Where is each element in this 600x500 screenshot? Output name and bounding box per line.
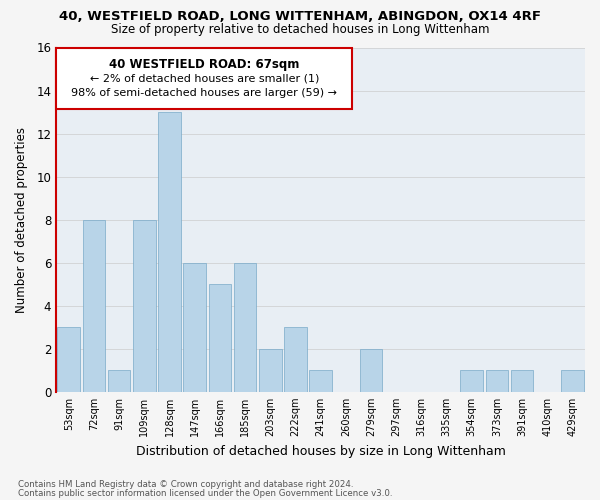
Bar <box>561 370 584 392</box>
Text: Contains public sector information licensed under the Open Government Licence v3: Contains public sector information licen… <box>18 488 392 498</box>
Bar <box>234 262 256 392</box>
Bar <box>133 220 155 392</box>
Bar <box>58 327 80 392</box>
Bar <box>259 349 281 392</box>
Bar <box>359 349 382 392</box>
Text: Contains HM Land Registry data © Crown copyright and database right 2024.: Contains HM Land Registry data © Crown c… <box>18 480 353 489</box>
Bar <box>309 370 332 392</box>
Bar <box>485 370 508 392</box>
Text: Size of property relative to detached houses in Long Wittenham: Size of property relative to detached ho… <box>111 22 489 36</box>
Bar <box>284 327 307 392</box>
X-axis label: Distribution of detached houses by size in Long Wittenham: Distribution of detached houses by size … <box>136 444 506 458</box>
Bar <box>108 370 130 392</box>
Bar <box>460 370 483 392</box>
FancyBboxPatch shape <box>56 48 352 110</box>
Bar <box>158 112 181 392</box>
Text: 40 WESTFIELD ROAD: 67sqm: 40 WESTFIELD ROAD: 67sqm <box>109 58 299 71</box>
Text: ← 2% of detached houses are smaller (1): ← 2% of detached houses are smaller (1) <box>89 74 319 84</box>
Bar <box>209 284 231 392</box>
Y-axis label: Number of detached properties: Number of detached properties <box>15 126 28 312</box>
Bar <box>83 220 105 392</box>
Text: 98% of semi-detached houses are larger (59) →: 98% of semi-detached houses are larger (… <box>71 88 337 98</box>
Text: 40, WESTFIELD ROAD, LONG WITTENHAM, ABINGDON, OX14 4RF: 40, WESTFIELD ROAD, LONG WITTENHAM, ABIN… <box>59 10 541 23</box>
Bar <box>184 262 206 392</box>
Bar <box>511 370 533 392</box>
